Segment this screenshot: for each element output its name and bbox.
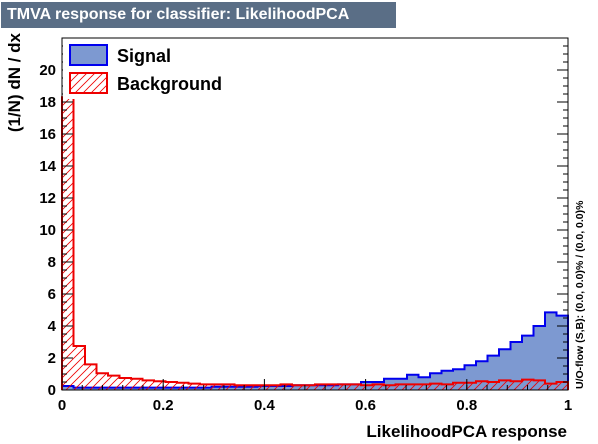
x-tick-label: 0.4	[254, 397, 276, 414]
x-tick-label: 1	[564, 397, 572, 414]
y-axis-label: (1/N) dN / dx	[5, 32, 24, 132]
signal-bin	[476, 361, 488, 390]
background-bin	[499, 380, 511, 390]
y-tick-label: 10	[39, 222, 56, 239]
background-bin	[188, 383, 200, 390]
y-tick-label: 18	[39, 94, 56, 111]
signal-bin	[533, 326, 545, 390]
plot-area	[61, 96, 569, 390]
background-bin	[246, 385, 258, 390]
signal-bin	[499, 349, 511, 390]
signal-legend-swatch	[69, 44, 108, 66]
y-tick-label: 14	[39, 158, 56, 175]
background-legend-swatch	[69, 72, 108, 94]
x-tick-label: 0.6	[355, 397, 376, 414]
background-bin	[303, 385, 315, 390]
signal-bin	[430, 373, 442, 390]
background-bin	[407, 384, 419, 390]
y-tick-label: 0	[48, 382, 56, 399]
signal-bin	[556, 315, 568, 390]
background-bin	[165, 382, 177, 390]
background-bin	[430, 383, 442, 390]
background-bin	[177, 382, 189, 390]
background-bin	[269, 385, 281, 390]
background-bin	[395, 384, 407, 390]
y-tick-label: 8	[48, 254, 56, 271]
background-bin	[108, 375, 120, 390]
background-bin	[200, 384, 212, 390]
overflow-label: U/O-flow (S,B): (0.0, 0.0)% / (0.0, 0.0)…	[574, 200, 586, 389]
y-tick-label: 2	[48, 350, 56, 367]
background-bin	[85, 364, 97, 390]
background-bin	[441, 384, 453, 390]
background-bin	[545, 383, 557, 390]
background-bin	[418, 384, 430, 390]
background-bin	[280, 384, 292, 390]
signal-bin	[453, 369, 465, 390]
background-bin	[326, 384, 338, 390]
y-tick-label: 20	[39, 62, 56, 79]
chart-title: TMVA response for classifier: Likelihood…	[1, 2, 396, 28]
signal-legend-label: Signal	[117, 46, 171, 66]
legend: Signal Background	[63, 39, 245, 99]
signal-bin	[487, 355, 499, 390]
background-bin	[315, 384, 327, 390]
background-bin	[73, 346, 85, 390]
background-bin	[384, 385, 396, 390]
y-tick-label: 12	[39, 190, 56, 207]
background-bin	[464, 382, 476, 390]
background-bin	[223, 384, 235, 390]
background-bin	[510, 381, 522, 390]
background-bin	[154, 381, 166, 390]
background-bin	[119, 378, 131, 390]
x-tick-label: 0.2	[153, 397, 174, 414]
x-axis-label: LikelihoodPCA response	[366, 422, 567, 441]
background-bin	[522, 379, 534, 390]
background-bin	[257, 385, 269, 390]
background-bin	[142, 380, 154, 390]
background-bin	[453, 382, 465, 390]
background-bin	[338, 384, 350, 390]
y-tick-label: 4	[48, 318, 57, 335]
background-outline	[61, 96, 569, 390]
background-bin	[349, 384, 361, 390]
background-bin	[234, 385, 246, 390]
background-bin	[96, 373, 108, 390]
y-tick-label: 6	[48, 286, 56, 303]
signal-bin	[545, 312, 557, 390]
background-bin	[533, 380, 545, 390]
background-bin	[556, 382, 568, 390]
x-tick-label: 0	[58, 397, 66, 414]
y-tick-label: 16	[39, 126, 56, 143]
signal-bin	[407, 374, 419, 390]
background-bin	[487, 382, 499, 390]
signal-bin	[441, 370, 453, 390]
background-bin	[211, 384, 223, 390]
background-bin	[361, 385, 373, 390]
background-bin	[131, 378, 143, 390]
signal-bin	[522, 335, 534, 390]
signal-bin	[464, 365, 476, 390]
background-bin	[62, 97, 74, 390]
background-bin	[372, 384, 384, 390]
signal-bin	[510, 342, 522, 390]
x-tick-label: 0.8	[456, 397, 477, 414]
background-bin	[292, 385, 304, 390]
background-legend-label: Background	[117, 74, 222, 94]
background-bin	[476, 381, 488, 390]
